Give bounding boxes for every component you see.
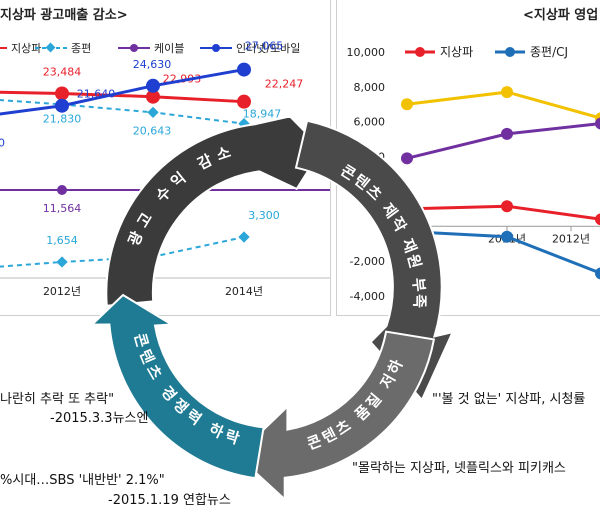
news-quote-3: %시대…SBS '내반반' 2.1%" (0, 473, 165, 488)
data-label-인터넷-모바일-0: 0 (0, 137, 5, 150)
series-line-종편 (0, 99, 245, 125)
data-label-종편-low-1: 1,654 (46, 234, 78, 247)
legend-label-지상파: 지상파 (440, 45, 473, 59)
legend-label-지상파: 지상파 (11, 42, 41, 55)
data-point-지상파-2 (595, 213, 600, 226)
data-label-인터넷-모바일-1: 21,640 (77, 88, 116, 101)
data-point-지상파-1 (501, 200, 513, 213)
news-quote-1: 나란히 추락 또 추락" (0, 392, 115, 407)
data-label-종편-2: 20,643 (133, 124, 172, 137)
news-quote-3-source: -2015.1.19 연합뉴스 (108, 493, 231, 508)
right-chart-title: <지상파 영업 (523, 8, 599, 23)
data-point-지상파-2 (146, 89, 160, 104)
data-point-종편-low-3 (238, 231, 250, 243)
data-point-series-3-1 (501, 127, 513, 140)
data-label-지상파-3: 22,247 (265, 78, 304, 91)
series-line-종편-CJ (406, 230, 600, 275)
news-quote-2: "'볼 것 없는' 지상파, 시청률 (432, 392, 586, 407)
y-tick-label-6: -2,000 (350, 255, 385, 268)
series-line-series-2 (406, 90, 600, 120)
data-point-series-2-1 (501, 86, 513, 99)
legend-marker-인터넷-모바일 (212, 44, 220, 52)
cycle-arrow-competitiveness (89, 293, 265, 480)
legend-label-케이블: 케이블 (154, 42, 184, 55)
series-line-인터넷-모바일 (0, 68, 245, 116)
data-label-종편-low-3: 3,300 (248, 209, 280, 222)
data-label-지상파-1: 23,484 (43, 65, 82, 78)
data-label-종편-1: 21,830 (43, 112, 82, 125)
x-tick-label-1: 2014년 (225, 285, 263, 298)
y-tick-label-1: 8,000 (354, 81, 386, 94)
legend-label-종편-CJ: 종편/CJ (530, 45, 568, 59)
cycle-arrow-ad-revenue (105, 115, 324, 307)
y-tick-label-7: -4,000 (350, 290, 385, 303)
data-point-인터넷-모바일-1 (55, 98, 69, 113)
legend-marker-종편 (45, 42, 56, 53)
legend-label-종편: 종편 (71, 42, 91, 55)
x-tick-label-2: 2012년 (552, 232, 590, 245)
data-point-series-3-2 (595, 117, 600, 130)
data-label-케이블-1: 11,564 (43, 202, 82, 215)
legend-marker-종편-CJ (505, 47, 515, 57)
data-label-인터넷-모바일-2: 24,630 (133, 58, 172, 71)
series-line-지상파 (406, 204, 600, 221)
y-tick-label-2: 6,000 (354, 116, 386, 129)
legend-marker-지상파 (415, 47, 425, 57)
left-chart-title: 지상파 광고매출 감소> (0, 8, 128, 23)
data-label-인터넷-모바일-3: 27,065 (245, 40, 284, 53)
data-label-종편-3: 18,947 (243, 108, 282, 121)
legend-marker-케이블 (130, 44, 138, 52)
x-tick-label-0: 2012년 (43, 285, 81, 298)
series-line-종편-low (0, 236, 245, 268)
data-point-지상파-3 (237, 94, 251, 109)
y-tick-label-0: 10,000 (347, 46, 386, 59)
data-point-인터넷-모바일-2 (146, 78, 160, 93)
cycle-arrow-production-funds (294, 119, 455, 402)
data-point-지상파-1 (55, 86, 69, 101)
data-point-종편-CJ-2 (595, 267, 600, 280)
data-point-series-2-0 (401, 98, 413, 111)
data-point-종편-CJ-1 (501, 230, 513, 243)
cycle-arrow-content-quality (235, 330, 436, 502)
data-point-케이블-1 (57, 185, 67, 195)
series-line-series-3 (406, 122, 600, 160)
data-point-인터넷-모바일-3 (237, 62, 251, 77)
data-point-series-3-0 (401, 152, 413, 165)
legend-label-인터넷-모바일: 인터넷/모바일 (236, 41, 300, 55)
news-quote-1-source: -2015.3.3뉴스엔 (50, 411, 149, 426)
news-quote-4: "몰락하는 지상파, 넷플릭스와 피키캐스 (352, 461, 566, 476)
